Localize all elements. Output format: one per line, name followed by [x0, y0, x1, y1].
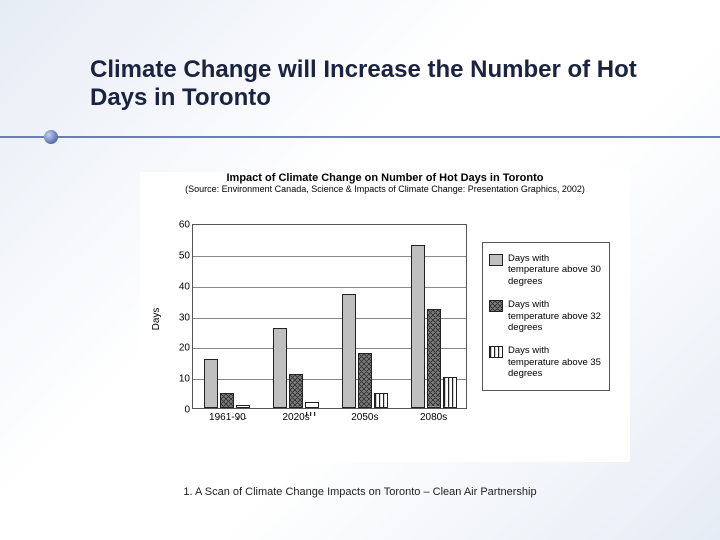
- bar: [411, 245, 425, 408]
- x-tick-label: 2050s: [351, 408, 378, 423]
- chart-panel: Impact of Climate Change on Number of Ho…: [140, 172, 630, 462]
- legend-label: Days with temperature above 30 degrees: [508, 253, 603, 287]
- x-tick-label: 2080s: [420, 408, 447, 423]
- bar: [443, 377, 457, 408]
- bar: [342, 294, 356, 408]
- accent-dot: [44, 130, 58, 144]
- bar: [220, 393, 234, 408]
- grid-line: [193, 348, 466, 349]
- legend-label: Days with temperature above 35 degrees: [508, 345, 603, 379]
- chart-body: Days 01020304050601961-902020s2050s2080s…: [170, 224, 610, 434]
- grid-line: [193, 287, 466, 288]
- slide-title: Climate Change will Increase the Number …: [90, 56, 650, 111]
- x-tick-label: 1961-90: [209, 408, 246, 423]
- legend-swatch: [489, 254, 503, 266]
- legend-item: Days with temperature above 35 degrees: [483, 339, 609, 385]
- legend-swatch: [489, 300, 503, 312]
- bar: [289, 374, 303, 408]
- y-tick-label: 10: [173, 374, 193, 385]
- legend: Days with temperature above 30 degrees Da…: [482, 242, 610, 391]
- y-tick-label: 50: [173, 250, 193, 261]
- x-tick-label: 2020s: [283, 408, 310, 423]
- legend-label: Days with temperature above 32 degrees: [508, 299, 603, 333]
- chart-subtitle: (Source: Environment Canada, Science & I…: [140, 184, 630, 194]
- footnote: 1. A Scan of Climate Change Impacts on T…: [0, 486, 720, 498]
- y-tick-label: 40: [173, 281, 193, 292]
- y-tick-label: 20: [173, 343, 193, 354]
- plot-area: 01020304050601961-902020s2050s2080s: [192, 224, 467, 409]
- grid-line: [193, 379, 466, 380]
- legend-item: Days with temperature above 32 degrees: [483, 293, 609, 339]
- accent-divider: [0, 136, 720, 138]
- bar: [204, 359, 218, 408]
- legend-item: Days with temperature above 30 degrees: [483, 247, 609, 293]
- y-tick-label: 30: [173, 312, 193, 323]
- y-tick-label: 0: [173, 405, 193, 416]
- chart-title: Impact of Climate Change on Number of Ho…: [140, 172, 630, 184]
- bar: [374, 393, 388, 408]
- grid-line: [193, 256, 466, 257]
- legend-swatch: [489, 346, 503, 358]
- bar: [273, 328, 287, 408]
- bar: [427, 309, 441, 408]
- bar: [358, 353, 372, 409]
- grid-line: [193, 318, 466, 319]
- y-tick-label: 60: [173, 220, 193, 231]
